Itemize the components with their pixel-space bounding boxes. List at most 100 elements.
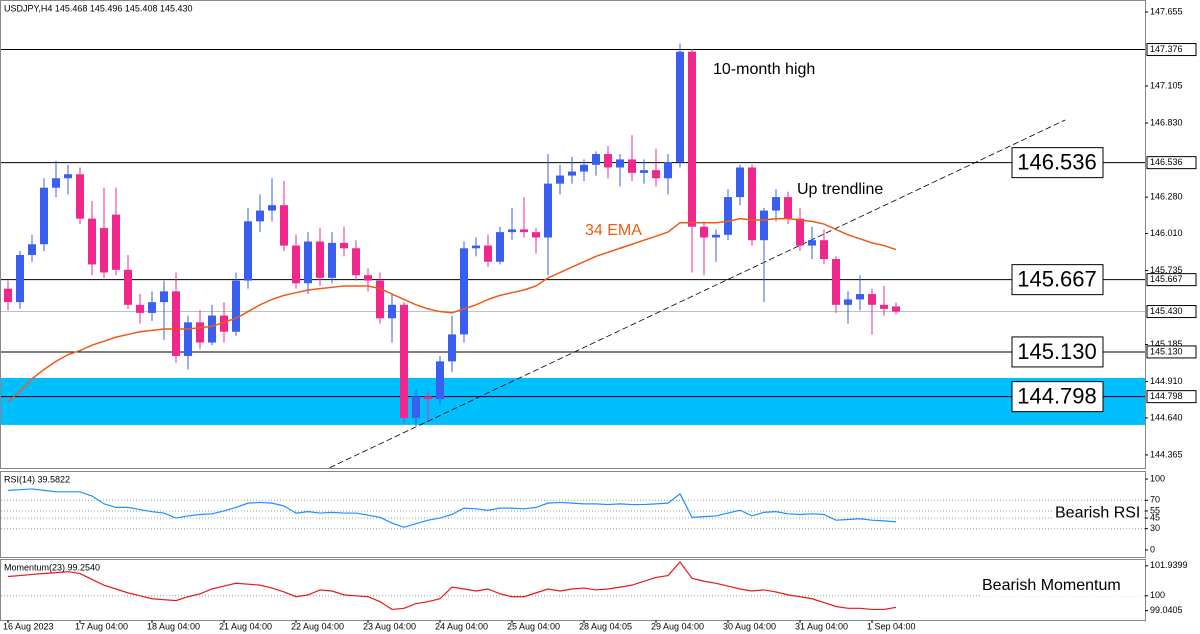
candle-body [244,221,252,281]
candle-body [316,241,324,278]
indicator-line [7,560,897,611]
y-tick-label: 146.280 [1150,191,1183,201]
x-tick-label: 30 Aug 04:00 [723,621,776,631]
candle-body [112,214,120,270]
candle-body [784,197,792,219]
support-zone [1,377,1145,425]
candle-body [748,167,756,241]
y-tick-label: 70 [1150,495,1160,505]
x-tick-label: 21 Aug 04:00 [219,621,272,631]
candle-body [544,183,552,238]
indicator-line [7,488,897,528]
candle-body [196,322,204,343]
x-tick-label: 31 Aug 04:00 [795,621,848,631]
level-callout-label: 146.536 [1017,149,1097,174]
candle-body [4,288,12,303]
annotation: Bearish RSI [1055,505,1140,522]
y-tick-label: 145.185 [1150,339,1183,349]
candle-body [772,197,780,211]
rsi-panel-frame [0,471,1146,558]
chart-title: USDJPY,H4 145.468 145.496 145.408 145.43… [4,3,193,13]
candle-body [400,304,408,418]
candle-body [52,178,60,188]
level-callout-label: 144.798 [1017,383,1097,408]
y-tick-label: 0 [1150,544,1155,554]
x-tick-label: 23 Aug 04:00 [363,621,416,631]
candle-body [148,302,156,313]
y-tick-label: 144.640 [1150,412,1183,422]
y-tick-label: 45 [1150,512,1160,522]
trendline [329,119,1066,469]
candle-body [28,244,36,256]
candle-body [664,162,672,179]
level-axis-box [1146,345,1197,359]
level-axis-box [1146,273,1197,287]
candle-body [856,294,864,300]
candle-body [820,240,828,260]
candle-body [208,315,216,343]
y-tick-label: 145.735 [1150,265,1183,275]
level-callout-label: 145.667 [1017,266,1097,291]
candle-body [16,255,24,303]
candle-body [280,205,288,246]
candle-body [328,242,336,278]
candle-body [88,218,96,265]
y-tick-label: 100 [1150,473,1165,483]
y-tick-label: 101.9399 [1150,560,1188,570]
x-tick-label: 25 Aug 04:00 [507,621,560,631]
annotation-bg [1053,503,1143,524]
candle-body [592,154,600,165]
trendline-label: Up trendline [797,181,883,198]
candle-body [460,248,468,335]
candle-body [256,210,264,222]
y-tick-label: 55 [1150,505,1160,515]
candle-body [436,361,444,400]
candle-body [640,170,648,173]
level-axis-label: 147.376 [1150,44,1183,54]
candle-body [136,304,144,313]
candle-body [376,280,384,319]
candle-body [628,159,636,173]
candle-body [760,210,768,241]
x-tick-label: 22 Aug 04:00 [291,621,344,631]
ema-label: 34 EMA [585,222,642,239]
candle-body [496,232,504,262]
level-axis-box [1146,390,1197,404]
candle-body [364,275,372,281]
y-tick-label: 100 [1150,590,1165,600]
x-tick-label: 1 Sep 04:00 [867,621,916,631]
candle-body [172,291,180,356]
level-callout-box [1011,336,1104,368]
candle-body [580,164,588,172]
level-axis-label: 145.667 [1150,274,1183,284]
candle-body [304,241,312,284]
current-price-label: 145.430 [1150,306,1183,316]
candle-body [832,259,840,305]
candle-body [124,269,132,305]
candle-body [220,315,228,332]
candle-body [352,248,360,276]
momentum-panel-frame [0,559,1146,621]
level-callout-label: 145.130 [1017,339,1097,364]
panel-title: RSI(14) 39.5822 [4,474,70,484]
ema-line [7,217,897,403]
candle-body [232,280,240,332]
candle-body [388,304,396,319]
x-tick-label: 28 Aug 04:05 [579,621,632,631]
level-callout-box [1011,381,1104,413]
x-tick-label: 24 Aug 04:00 [435,621,488,631]
candle-body [724,197,732,235]
candle-body [676,51,684,163]
x-tick-label: 29 Aug 04:00 [651,621,704,631]
candle-body [880,304,888,309]
candle-body [736,167,744,198]
level-axis-box [1146,156,1197,170]
candle-body [424,396,432,400]
level-axis-label: 144.798 [1150,391,1183,401]
candle-body [796,218,804,246]
candle-body [520,229,528,233]
y-tick-label: 146.830 [1150,117,1183,127]
candle-body [64,174,72,179]
candle-body [76,174,84,219]
